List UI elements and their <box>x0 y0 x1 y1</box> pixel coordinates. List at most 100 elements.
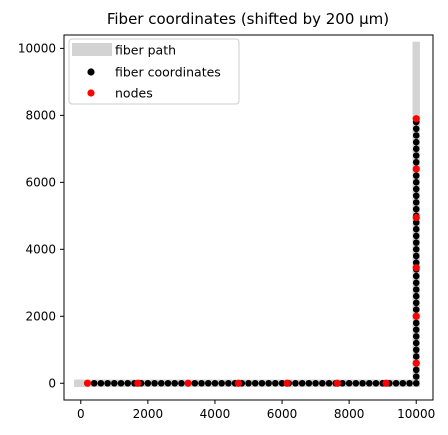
chart-title: Fiber coordinates (shifted by 200 µm) <box>107 10 389 28</box>
fiber-coordinate-point <box>412 286 420 293</box>
y-tick-label: 2000 <box>25 309 56 323</box>
y-tick-label: 6000 <box>25 175 56 189</box>
fiber-coordinate-point <box>412 353 420 360</box>
fiber-coordinate-point <box>412 259 420 267</box>
fiber-coordinate-point <box>372 379 380 387</box>
node-point <box>412 264 420 272</box>
fiber-coordinate-point <box>319 379 326 387</box>
legend-marker-nodes <box>87 89 95 97</box>
fiber-coordinate-point <box>164 379 172 387</box>
fiber-coordinate-point <box>412 145 420 153</box>
legend: fiber path fiber coordinates nodes <box>68 38 240 105</box>
fiber-coordinate-point <box>325 379 333 387</box>
fiber-coordinate-point <box>225 379 232 387</box>
node-point <box>134 379 142 387</box>
fiber-coordinate-point <box>97 379 105 387</box>
node-point <box>412 165 420 173</box>
fiber-coordinate-point <box>412 152 420 159</box>
fiber-coordinate-point <box>117 379 125 387</box>
fiber-coordinate-point <box>412 199 420 206</box>
fiber-coordinate-point <box>412 279 420 287</box>
fiber-coordinate-point <box>359 379 366 387</box>
fiber-coordinate-point <box>151 379 158 387</box>
fiber-coordinate-point <box>365 379 373 387</box>
fiber-coordinate-point <box>90 379 98 387</box>
fiber-coordinate-point <box>191 379 199 387</box>
fiber-coordinate-point <box>412 373 420 380</box>
node-point <box>83 379 92 387</box>
legend-label: nodes <box>115 86 153 101</box>
fiber-coordinate-point <box>305 379 313 387</box>
legend-label: fiber coordinates <box>115 65 221 80</box>
fiber-coordinate-point <box>412 326 420 333</box>
fiber-coordinate-point <box>412 319 420 327</box>
y-tick-label: 8000 <box>25 108 56 122</box>
fiber-coordinate-point <box>412 346 420 354</box>
fiber-coordinate-point <box>278 379 286 387</box>
fiber-coordinate-point <box>345 379 353 387</box>
fiber-coordinate-point <box>412 192 420 200</box>
fiber-coordinate-point <box>412 125 420 133</box>
fiber-coordinate-point <box>412 205 420 213</box>
axes-frame <box>63 34 434 401</box>
fiber-coordinate-point <box>412 246 420 253</box>
fiber-coordinate-point <box>412 379 420 387</box>
fiber-coordinate-point <box>298 379 306 387</box>
legend-label: fiber path <box>115 43 176 58</box>
node-point <box>412 359 420 367</box>
node-point <box>412 312 420 320</box>
fiber-coordinate-point <box>412 232 420 240</box>
fiber-coordinate-point <box>412 292 420 300</box>
x-tick-label: 10000 <box>397 407 435 421</box>
node-point <box>184 379 192 387</box>
fiber-coordinate-point <box>272 379 279 387</box>
fiber-coordinate-point <box>312 379 319 387</box>
fiber-coordinate-point <box>412 339 420 347</box>
fiber-coordinate-point <box>412 179 420 186</box>
plot-area <box>74 41 420 387</box>
fiber-coordinate-point <box>245 379 252 387</box>
fiber-coordinate-point <box>111 379 118 387</box>
fiber-coordinate-point <box>412 252 420 260</box>
fiber-coordinate-point <box>412 272 420 280</box>
x-tick-label: 0 <box>77 407 85 421</box>
node-point <box>382 379 390 387</box>
fiber-coordinate-point <box>218 379 225 387</box>
fiber-coordinate-point <box>412 366 420 374</box>
fiber-coordinate-point <box>412 172 420 179</box>
fiber-coordinate-point <box>265 379 272 387</box>
fiber-coordinate-point <box>204 379 212 387</box>
fiber-coordinate-point <box>211 379 219 387</box>
x-tick-label: 8000 <box>334 407 365 421</box>
x-tick-label: 4000 <box>200 407 231 421</box>
fiber-coordinate-point <box>412 306 420 313</box>
axes: 0 2000 4000 6000 8000 10000 0 2000 4000 6000 8000 1… <box>18 34 435 421</box>
fiber-coordinate-point <box>399 379 407 387</box>
y-tick-label: 4000 <box>25 242 56 256</box>
legend-swatch-fiber-path <box>72 43 112 56</box>
fiber-coordinate-point <box>258 379 266 387</box>
fiber-coordinate-point <box>392 379 400 387</box>
y-tick-label: 10000 <box>18 41 56 55</box>
fiber-coordinate-point <box>124 379 132 387</box>
fiber-coordinate-point <box>104 379 111 387</box>
fiber-coordinate-point <box>412 132 420 139</box>
fiber-coordinate-point <box>144 379 152 387</box>
fiber-coordinate-point <box>412 239 420 246</box>
fiber-coordinate-point <box>412 138 420 146</box>
fiber-coordinate-point <box>412 219 420 226</box>
fiber-coordinate-point <box>339 379 346 387</box>
x-tick-label: 6000 <box>267 407 298 421</box>
y-tick-label: 0 <box>48 376 56 390</box>
fiber-coordinate-point <box>292 379 299 387</box>
node-point <box>283 379 291 387</box>
fiber-coordinate-point <box>171 379 178 387</box>
x-tick-label: 2000 <box>133 407 164 421</box>
legend-marker-fiber-coordinates <box>87 68 95 76</box>
node-point <box>412 115 420 123</box>
node-point <box>234 379 243 387</box>
fiber-coordinate-point <box>352 379 360 387</box>
fiber-coordinate-point <box>412 185 420 193</box>
fiber-coordinate-point <box>412 225 420 233</box>
